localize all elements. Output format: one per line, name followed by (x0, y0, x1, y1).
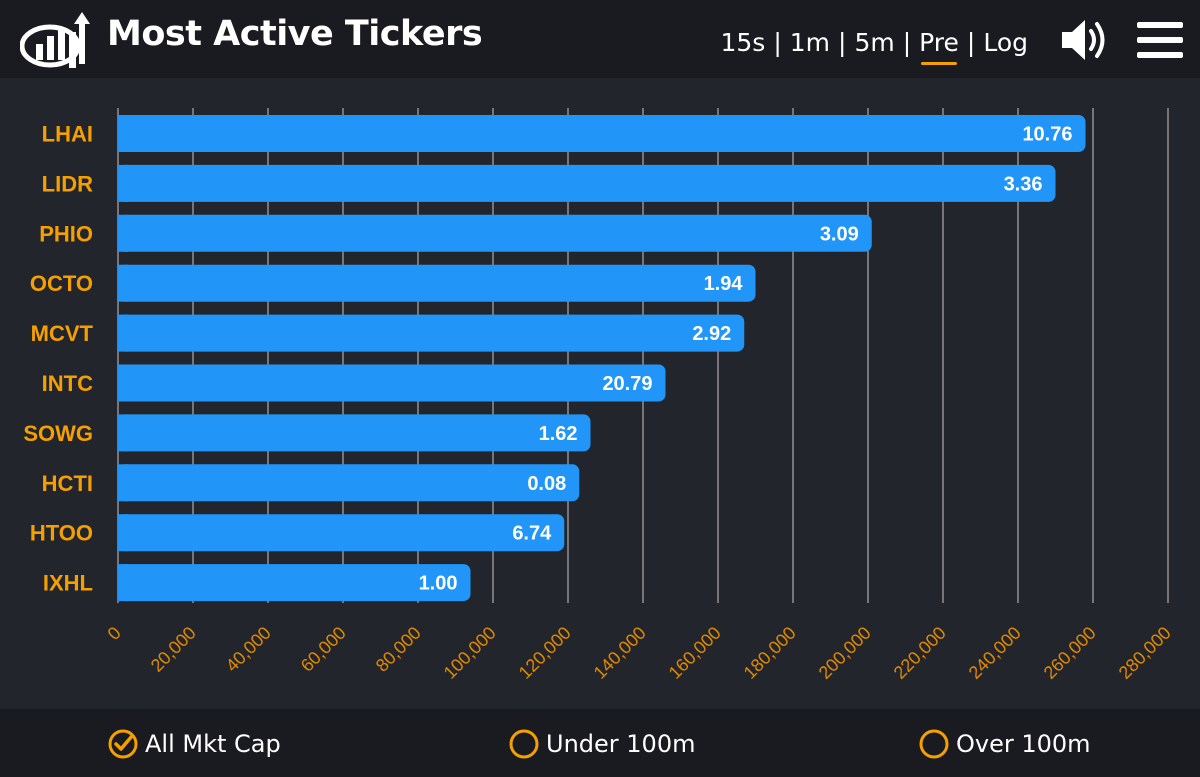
filter-label: Over 100m (956, 730, 1091, 758)
bar-data-label: 1.62 (539, 423, 578, 445)
filter-bar: All Mkt Cap Under 100m Over 100m (0, 709, 1200, 777)
tab-separator: | (966, 27, 976, 57)
bar (118, 314, 745, 352)
tab-separator: | (773, 27, 782, 57)
bar-data-label: 0.08 (527, 473, 566, 495)
tab-5m[interactable]: 5m (854, 27, 895, 57)
bar-data-label: 3.36 (1004, 173, 1043, 195)
x-tick-label: 180,000 (740, 623, 800, 683)
empty-circle-icon (509, 729, 539, 759)
ticker-label: SOWG (23, 421, 93, 446)
bar-data-label: 3.09 (820, 223, 859, 245)
tab-separator: | (902, 27, 912, 57)
tab-log[interactable]: Log (983, 27, 1028, 57)
header-bar: Most Active Tickers 15s | 1m | 5m | Pre … (0, 0, 1200, 78)
x-tick-label: 100,000 (440, 623, 500, 683)
x-tick-label: 0 (104, 623, 125, 644)
bar-data-label: 10.76 (1022, 124, 1072, 146)
x-tick-label: 120,000 (515, 623, 575, 683)
bar-data-label: 1.00 (419, 573, 458, 595)
bar-base (118, 514, 128, 552)
x-tick-label: 200,000 (815, 623, 875, 683)
bar-base (118, 564, 128, 602)
bar-data-label: 2.92 (692, 323, 731, 345)
filter-label: All Mkt Cap (145, 730, 281, 758)
filter-label: Under 100m (546, 730, 696, 758)
timeframe-tabs: 15s | 1m | 5m | Pre | Log (716, 22, 1032, 65)
bar-base (118, 314, 128, 352)
bar-base (118, 164, 128, 202)
x-tick-label: 160,000 (665, 623, 725, 683)
bar (118, 164, 1056, 202)
bar (118, 464, 580, 502)
bar-base (118, 364, 128, 402)
ticker-label: LHAI (42, 122, 93, 147)
x-tick-label: 280,000 (1115, 623, 1175, 683)
checked-circle-icon (108, 729, 138, 759)
ticker-label: OCTO (30, 271, 93, 296)
filter-over-100m[interactable]: Over 100m (918, 728, 1091, 760)
bar (118, 214, 872, 252)
logo-icon (20, 12, 90, 68)
bar-base (118, 214, 128, 252)
bar (118, 414, 591, 452)
tab-pre[interactable]: Pre (915, 28, 963, 65)
empty-circle-icon (919, 729, 949, 759)
bar (118, 564, 471, 602)
bar-base (118, 264, 128, 302)
page-title: Most Active Tickers (107, 14, 483, 54)
x-tick-label: 220,000 (890, 623, 950, 683)
x-tick-label: 20,000 (147, 623, 200, 676)
x-tick-label: 260,000 (1040, 623, 1100, 683)
bar-base (118, 115, 128, 152)
hamburger-menu-icon[interactable] (1137, 20, 1183, 60)
bar-data-label: 6.74 (512, 523, 552, 545)
bar-data-label: 1.94 (704, 273, 744, 295)
bar-data-label: 20.79 (602, 373, 652, 395)
ticker-label: HTOO (30, 521, 93, 546)
ticker-label: HCTI (42, 471, 93, 496)
x-tick-label: 60,000 (297, 623, 350, 676)
speaker-icon[interactable] (1060, 17, 1108, 63)
bar (118, 264, 756, 302)
bar-chart: 0 20,000 40,000 60,000 80,000 100,000 120,000 1… (23, 108, 1175, 683)
bar-base (118, 414, 128, 452)
x-tick-label: 40,000 (222, 623, 275, 676)
tab-15s[interactable]: 15s (720, 27, 766, 57)
chart-area: 0 20,000 40,000 60,000 80,000 100,000 120,000 1… (0, 78, 1200, 708)
x-tick-label: 240,000 (965, 623, 1025, 683)
tab-separator: | (838, 27, 847, 57)
bar (118, 115, 1086, 152)
ticker-label: IXHL (43, 571, 93, 596)
bar (118, 514, 565, 552)
ticker-label: INTC (42, 371, 93, 396)
filter-under-100m[interactable]: Under 100m (508, 728, 695, 760)
ticker-label: LIDR (42, 171, 93, 196)
ticker-label: PHIO (39, 221, 93, 246)
x-tick-label: 80,000 (372, 623, 425, 676)
ticker-label: MCVT (31, 321, 94, 346)
x-tick-label: 140,000 (590, 623, 650, 683)
bar (118, 364, 666, 402)
bar-base (118, 464, 128, 502)
tab-1m[interactable]: 1m (789, 27, 831, 57)
filter-all-mkt-cap[interactable]: All Mkt Cap (107, 728, 281, 760)
